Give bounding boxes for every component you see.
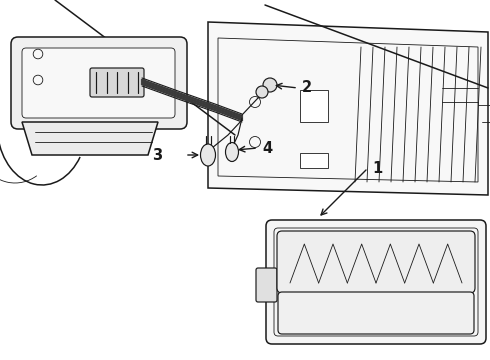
Text: 4: 4: [262, 140, 272, 156]
FancyBboxPatch shape: [277, 231, 475, 293]
FancyBboxPatch shape: [256, 268, 277, 302]
FancyBboxPatch shape: [22, 48, 175, 118]
Polygon shape: [208, 22, 488, 195]
FancyBboxPatch shape: [300, 90, 328, 122]
Ellipse shape: [225, 143, 239, 162]
FancyBboxPatch shape: [90, 68, 144, 97]
Text: 3: 3: [152, 148, 162, 162]
Circle shape: [256, 86, 268, 98]
FancyBboxPatch shape: [266, 220, 486, 344]
FancyBboxPatch shape: [11, 37, 187, 129]
Text: 1: 1: [372, 161, 382, 176]
Circle shape: [263, 78, 277, 92]
Polygon shape: [22, 122, 158, 155]
Text: 2: 2: [302, 81, 312, 95]
FancyBboxPatch shape: [278, 292, 474, 334]
FancyBboxPatch shape: [300, 153, 328, 168]
Ellipse shape: [200, 144, 216, 166]
